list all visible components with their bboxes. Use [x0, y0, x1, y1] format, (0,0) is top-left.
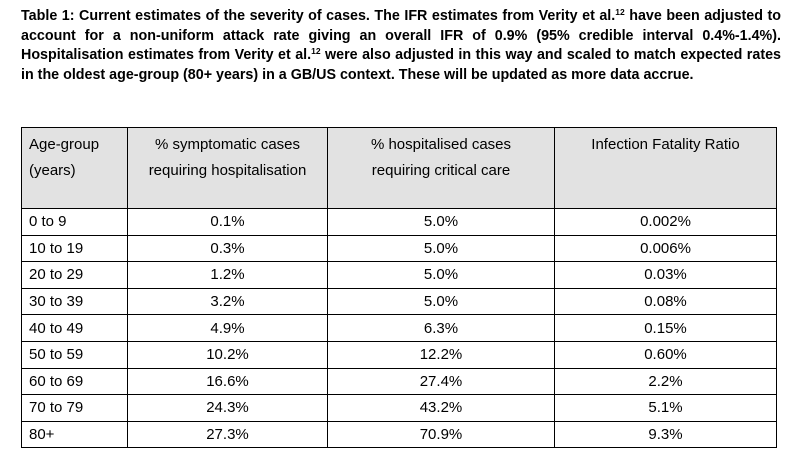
cell-critical-care: 5.0% [327, 208, 555, 236]
header-line: requiring hospitalisation [148, 162, 307, 179]
table-row: 50 to 59 10.2% 12.2% 0.60% [21, 340, 777, 369]
cell-age-group: 70 to 79 [21, 394, 128, 422]
header-ifr: Infection Fatality Ratio [554, 127, 777, 209]
cell-hospitalisation: 1.2% [127, 261, 328, 289]
cell-hospitalisation: 10.2% [127, 340, 328, 369]
cell-critical-care: 5.0% [327, 287, 555, 316]
cell-ifr: 0.60% [554, 340, 777, 369]
cell-ifr: 5.1% [554, 394, 777, 422]
cell-critical-care: 12.2% [327, 340, 555, 369]
cell-ifr: 0.15% [554, 314, 777, 342]
cell-age-group: 50 to 59 [21, 340, 128, 369]
header-row: Age-group (years) % symptomatic cases re… [21, 127, 777, 209]
cell-ifr: 0.03% [554, 261, 777, 289]
citation-ref-1: 12 [615, 7, 625, 17]
cell-age-group: 20 to 29 [21, 261, 128, 289]
caption-text-3: were also adjusted in this way and scale… [21, 47, 781, 83]
cell-ifr: 0.006% [554, 234, 777, 263]
table-caption: Table 1: Current estimates of the severi… [21, 7, 781, 85]
cell-age-group: 60 to 69 [21, 367, 128, 396]
cell-age-group: 80+ [21, 420, 128, 449]
cell-critical-care: 27.4% [327, 367, 555, 396]
cell-ifr: 0.002% [554, 208, 777, 236]
header-line: requiring critical care [371, 162, 511, 179]
header-critical-care: % hospitalised cases requiring critical … [327, 127, 555, 209]
cell-ifr: 2.2% [554, 367, 777, 396]
table-row: 80+ 27.3% 70.9% 9.3% [21, 420, 777, 449]
header-line: Age-group [29, 136, 100, 153]
cell-ifr: 9.3% [554, 420, 777, 449]
cell-critical-care: 5.0% [327, 261, 555, 289]
severity-table: Age-group (years) % symptomatic cases re… [21, 127, 777, 449]
header-line: % symptomatic cases [154, 136, 301, 153]
table-header: Age-group (years) % symptomatic cases re… [21, 127, 777, 209]
cell-hospitalisation: 16.6% [127, 367, 328, 396]
cell-critical-care: 6.3% [327, 314, 555, 342]
cell-age-group: 10 to 19 [21, 234, 128, 263]
cell-hospitalisation: 0.3% [127, 234, 328, 263]
cell-age-group: 0 to 9 [21, 208, 128, 236]
header-line: Infection Fatality Ratio [591, 136, 740, 153]
table-row: 0 to 9 0.1% 5.0% 0.002% [21, 208, 777, 236]
citation-ref-2: 12 [311, 46, 321, 57]
cell-hospitalisation: 3.2% [127, 287, 328, 316]
cell-hospitalisation: 24.3% [127, 394, 328, 422]
cell-age-group: 30 to 39 [21, 287, 128, 316]
table-row: 20 to 29 1.2% 5.0% 0.03% [21, 261, 777, 289]
cell-ifr: 0.08% [554, 287, 777, 316]
header-age-group: Age-group (years) [21, 127, 128, 209]
cell-critical-care: 43.2% [327, 394, 555, 422]
cell-critical-care: 5.0% [327, 234, 555, 263]
cell-hospitalisation: 0.1% [127, 208, 328, 236]
cell-hospitalisation: 4.9% [127, 314, 328, 342]
cell-age-group: 40 to 49 [21, 314, 128, 342]
header-line: % hospitalised cases [370, 136, 512, 153]
table-row: 10 to 19 0.3% 5.0% 0.006% [21, 234, 777, 263]
cell-critical-care: 70.9% [327, 420, 555, 449]
table-body: 0 to 9 0.1% 5.0% 0.002% 10 to 19 0.3% 5.… [21, 208, 777, 449]
table-row: 70 to 79 24.3% 43.2% 5.1% [21, 394, 777, 422]
table-row: 60 to 69 16.6% 27.4% 2.2% [21, 367, 777, 396]
caption-text-2: have been adjusted to account for a non-… [21, 8, 781, 64]
table-row: 40 to 49 4.9% 6.3% 0.15% [21, 314, 777, 342]
header-line: (years) [29, 162, 76, 179]
caption-text-1: Table 1: Current estimates of the severi… [21, 8, 616, 24]
cell-hospitalisation: 27.3% [127, 420, 328, 449]
header-hospitalisation: % symptomatic cases requiring hospitalis… [127, 127, 328, 209]
table-row: 30 to 39 3.2% 5.0% 0.08% [21, 287, 777, 316]
